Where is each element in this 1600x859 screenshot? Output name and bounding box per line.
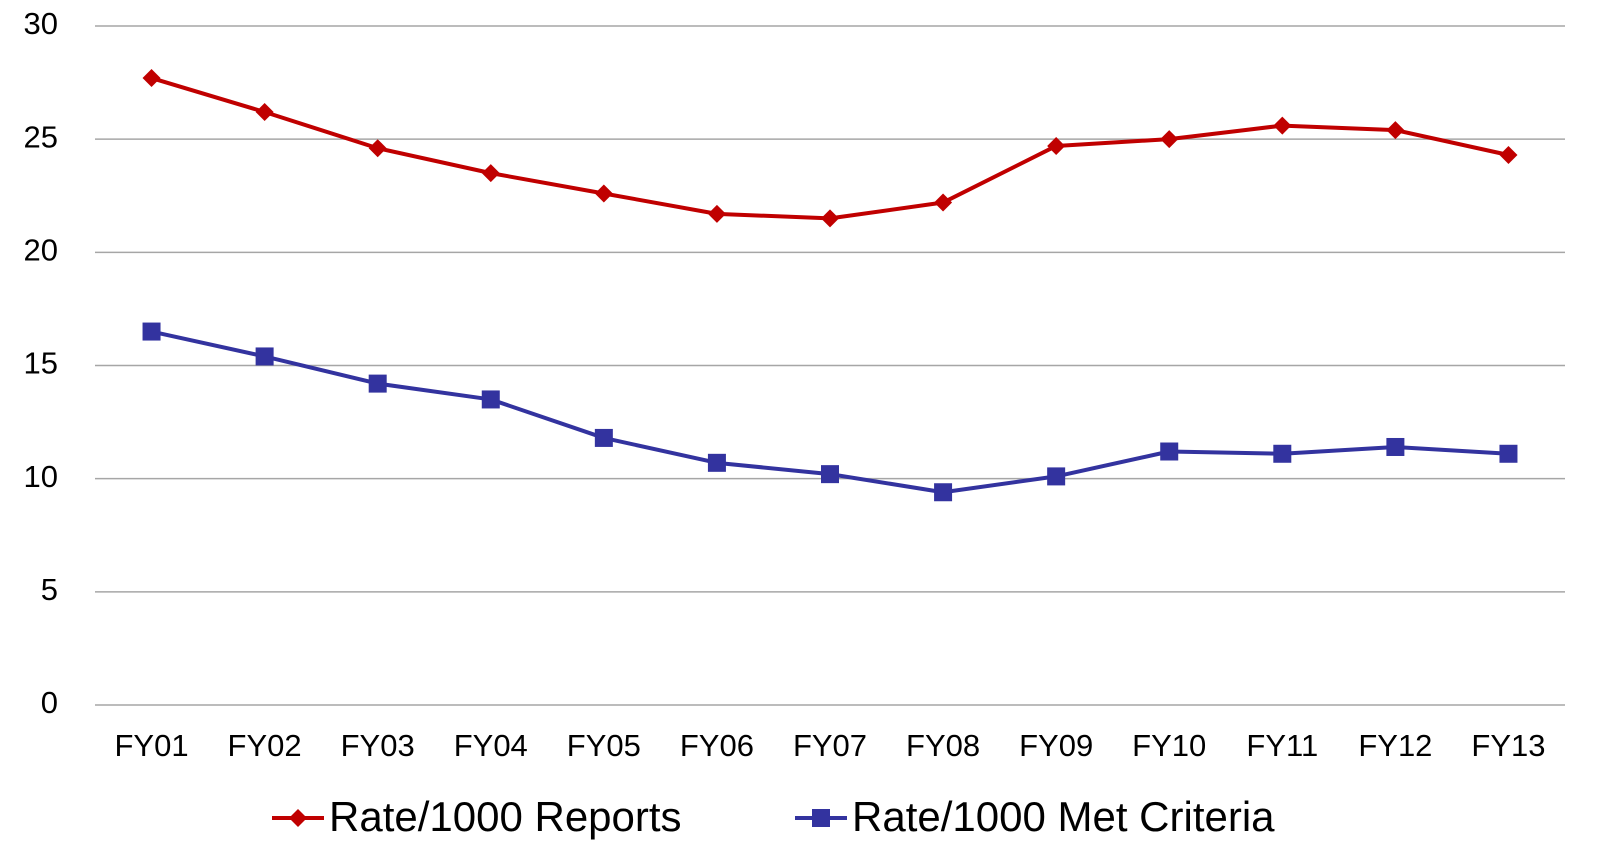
data-point — [594, 428, 613, 447]
legend-label: Rate/1000 Met Criteria — [852, 793, 1275, 840]
x-tick-label: FY07 — [793, 728, 867, 763]
y-tick-label: 30 — [24, 6, 58, 41]
data-point — [707, 453, 726, 472]
data-point — [255, 347, 274, 366]
data-point — [1047, 467, 1066, 486]
data-point — [1386, 121, 1405, 140]
data-point — [1386, 437, 1405, 456]
y-tick-label: 25 — [24, 119, 58, 154]
series-line — [150, 76, 1509, 221]
data-point — [1499, 444, 1518, 463]
x-tick-label: FY01 — [114, 728, 188, 763]
data-point — [142, 322, 161, 341]
y-tick-label: 15 — [24, 346, 58, 381]
data-point — [1160, 130, 1179, 149]
data-point — [934, 483, 953, 502]
x-tick-label: FY06 — [680, 728, 754, 763]
data-point — [368, 139, 387, 158]
data-point — [1160, 442, 1179, 461]
x-tick-label: FY04 — [454, 728, 528, 763]
legend-marker — [812, 809, 830, 827]
y-tick-label: 0 — [41, 685, 58, 720]
data-point — [255, 103, 274, 122]
x-tick-label: FY11 — [1246, 728, 1318, 763]
data-point — [368, 374, 387, 393]
data-point — [707, 204, 726, 223]
data-point — [481, 164, 500, 183]
y-tick-label: 5 — [41, 572, 58, 607]
data-point — [142, 69, 161, 88]
x-tick-label: FY13 — [1471, 728, 1545, 763]
data-point — [1273, 444, 1292, 463]
data-point — [1047, 136, 1066, 155]
x-tick-label: FY03 — [341, 728, 415, 763]
legend-label: Rate/1000 Reports — [329, 793, 682, 840]
data-point — [934, 193, 953, 212]
x-tick-label: FY09 — [1019, 728, 1093, 763]
x-tick-label: FY12 — [1358, 728, 1432, 763]
data-point — [821, 209, 839, 228]
data-point — [481, 390, 500, 409]
legend-marker — [289, 809, 307, 827]
x-tick-label: FY08 — [906, 728, 980, 763]
data-point — [821, 465, 839, 484]
x-tick-label: FY05 — [567, 728, 641, 763]
data-point — [594, 184, 613, 203]
data-point — [1499, 146, 1518, 165]
y-tick-label: 20 — [24, 233, 58, 268]
x-tick-label: FY02 — [228, 728, 302, 763]
x-tick-label: FY10 — [1132, 728, 1206, 763]
y-tick-label: 10 — [24, 459, 58, 494]
data-point — [1273, 116, 1292, 135]
